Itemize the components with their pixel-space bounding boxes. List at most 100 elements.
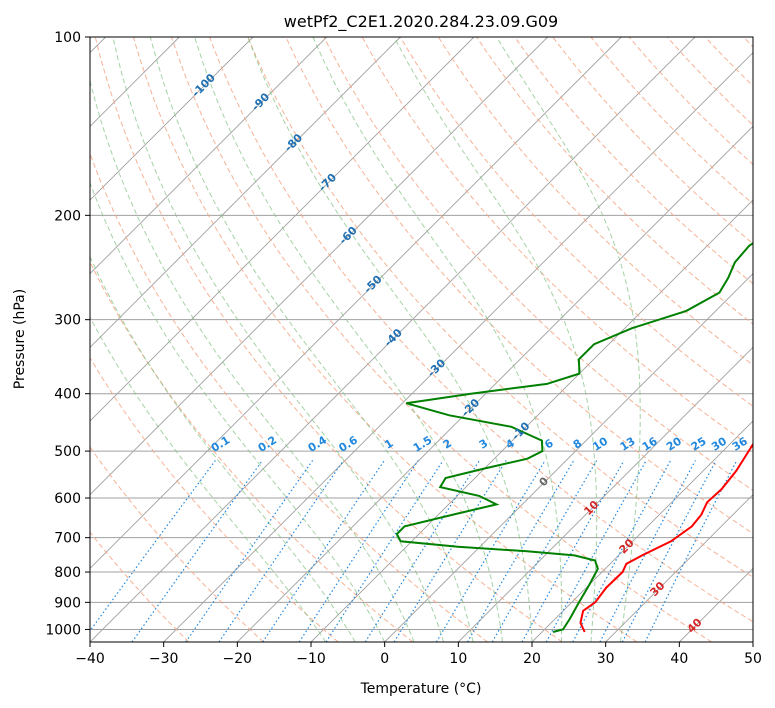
- isotherm-line: [90, 37, 696, 642]
- dry-adiabat-line: [285, 37, 753, 535]
- isotherm-line: [90, 37, 622, 569]
- plot-frame: [89, 36, 754, 643]
- y-tick-label: 500: [54, 444, 81, 460]
- y-tick-label: 600: [54, 491, 81, 507]
- isotherm-line: [752, 641, 753, 642]
- dry-adiabat-label: -10: [509, 419, 532, 442]
- chart-title: wetPf2_C2E1.2020.284.23.09.G09: [284, 12, 558, 32]
- x-tick-label: −40: [75, 651, 105, 667]
- mixing-ratio-line: [262, 460, 385, 642]
- moist-adiabat-line: [312, 37, 563, 642]
- mixing-ratio-line: [325, 460, 444, 642]
- dry-adiabat-line: [590, 37, 753, 205]
- dry-adiabat-line: [171, 37, 712, 642]
- isotherm-line: [310, 199, 753, 642]
- isotherm-line: [458, 346, 753, 642]
- dry-adiabat-line: [437, 37, 753, 366]
- x-tick-label: −30: [149, 651, 179, 667]
- moist-adiabat-line: [90, 78, 415, 642]
- y-tick-label: 1000: [45, 622, 81, 638]
- moist-adiabat-line: [90, 316, 327, 642]
- mixing-ratio-line: [218, 460, 344, 642]
- x-tick-label: 20: [523, 651, 541, 667]
- mixing-ratio-label: 0.1: [209, 433, 232, 454]
- line-labels: 0.1 0.2 0.4 0.6 1 1.5 2 3 4 6 8 10 13 16 20 25 30 36-100-…: [189, 71, 750, 636]
- dry-adiabat-label: -20: [459, 396, 482, 419]
- profile-traces: [395, 242, 753, 633]
- mixing-ratio-line: [298, 460, 419, 642]
- x-tick-label: 10: [449, 651, 467, 667]
- isotherm-line: [90, 37, 254, 201]
- y-axis: 100 200 300 400 500 600 700 800 900 1000: [45, 30, 90, 638]
- x-tick-label: 50: [744, 651, 762, 667]
- mixing-ratio-label: 2: [441, 437, 454, 452]
- y-tick-label: 300: [54, 313, 81, 329]
- moist-adiabat-line: [247, 37, 533, 642]
- isotherm-line: [90, 37, 548, 496]
- dry-adiabat-line: [323, 37, 753, 491]
- dry-adiabat-label: -100: [189, 71, 218, 100]
- dry-adiabat-label: -40: [382, 326, 405, 349]
- y-tick-label: 200: [54, 208, 81, 224]
- dry-adiabat-line: [94, 37, 563, 642]
- y-tick-label: 400: [54, 387, 81, 403]
- mixing-ratio-label: 0.2: [256, 433, 279, 454]
- y-axis-label: Pressure (hPa): [12, 289, 28, 389]
- isotherm-line: [90, 37, 401, 348]
- dry-adiabat-line: [552, 37, 753, 245]
- x-tick-label: 40: [670, 651, 688, 667]
- moist-adiabat-line: [194, 37, 503, 642]
- dry-adiabat-label: -30: [425, 356, 448, 379]
- x-axis-label: Temperature (°C): [360, 681, 482, 697]
- moist-adiabat-line: [90, 181, 386, 642]
- dry-adiabat-label: 30: [648, 579, 668, 599]
- mixing-ratio-line: [521, 460, 625, 642]
- y-tick-label: 700: [54, 531, 81, 547]
- dry-adiabat-label: -90: [249, 90, 272, 113]
- mixing-ratio-line: [185, 460, 314, 642]
- dry-adiabat-line: [666, 37, 753, 126]
- mixing-ratio-line: [364, 460, 480, 642]
- dry-adiabat-label: 40: [685, 616, 705, 636]
- mixing-ratio-line: [393, 460, 507, 642]
- mixing-ratio-line: [131, 460, 263, 642]
- moist-adiabat-line: [496, 37, 641, 642]
- temperature-line: [579, 442, 753, 633]
- dry-adiabat-line: [361, 37, 753, 449]
- x-tick-label: −10: [296, 651, 326, 667]
- moist-adiabat-line: [90, 255, 356, 642]
- mixing-ratio-line: [491, 460, 598, 642]
- isotherm-line: [384, 273, 753, 642]
- y-tick-label: 100: [54, 30, 81, 46]
- dry-adiabat-line: [90, 531, 190, 642]
- isotherm-line: [237, 125, 753, 642]
- isotherm-line: [679, 567, 753, 642]
- isotherm-line: [531, 420, 753, 642]
- dry-adiabat-line: [209, 37, 753, 623]
- dry-adiabat-label: -80: [282, 131, 305, 154]
- moist-adiabat-line: [393, 37, 598, 642]
- dry-adiabat-line: [90, 446, 264, 642]
- y-tick-label: 800: [54, 565, 81, 581]
- x-tick-label: −20: [223, 651, 253, 667]
- mixing-ratio-label: 1: [382, 437, 395, 452]
- dry-adiabat-line: [132, 37, 638, 642]
- dry-adiabat-label: 10: [581, 498, 601, 518]
- dry-adiabat-line: [399, 37, 753, 407]
- dry-adiabat-line: [90, 152, 488, 642]
- dewpoint-line: [395, 242, 753, 633]
- moist-adiabat-line: [112, 37, 445, 642]
- isotherm-line: [605, 494, 753, 642]
- dry-adiabat-line: [743, 37, 753, 48]
- mixing-ratio-label: 3: [477, 437, 490, 452]
- isotherm-line: [163, 52, 753, 642]
- mixing-ratio-line: [545, 460, 647, 642]
- mixing-ratio-line: [435, 460, 546, 642]
- isotherm-line: [90, 37, 327, 275]
- dry-adiabat-line: [476, 37, 753, 325]
- moist-adiabat-line: [149, 37, 474, 642]
- isotherm-line: [90, 37, 475, 422]
- mixing-ratio-line: [90, 460, 216, 632]
- mixing-ratio-line: [599, 460, 696, 642]
